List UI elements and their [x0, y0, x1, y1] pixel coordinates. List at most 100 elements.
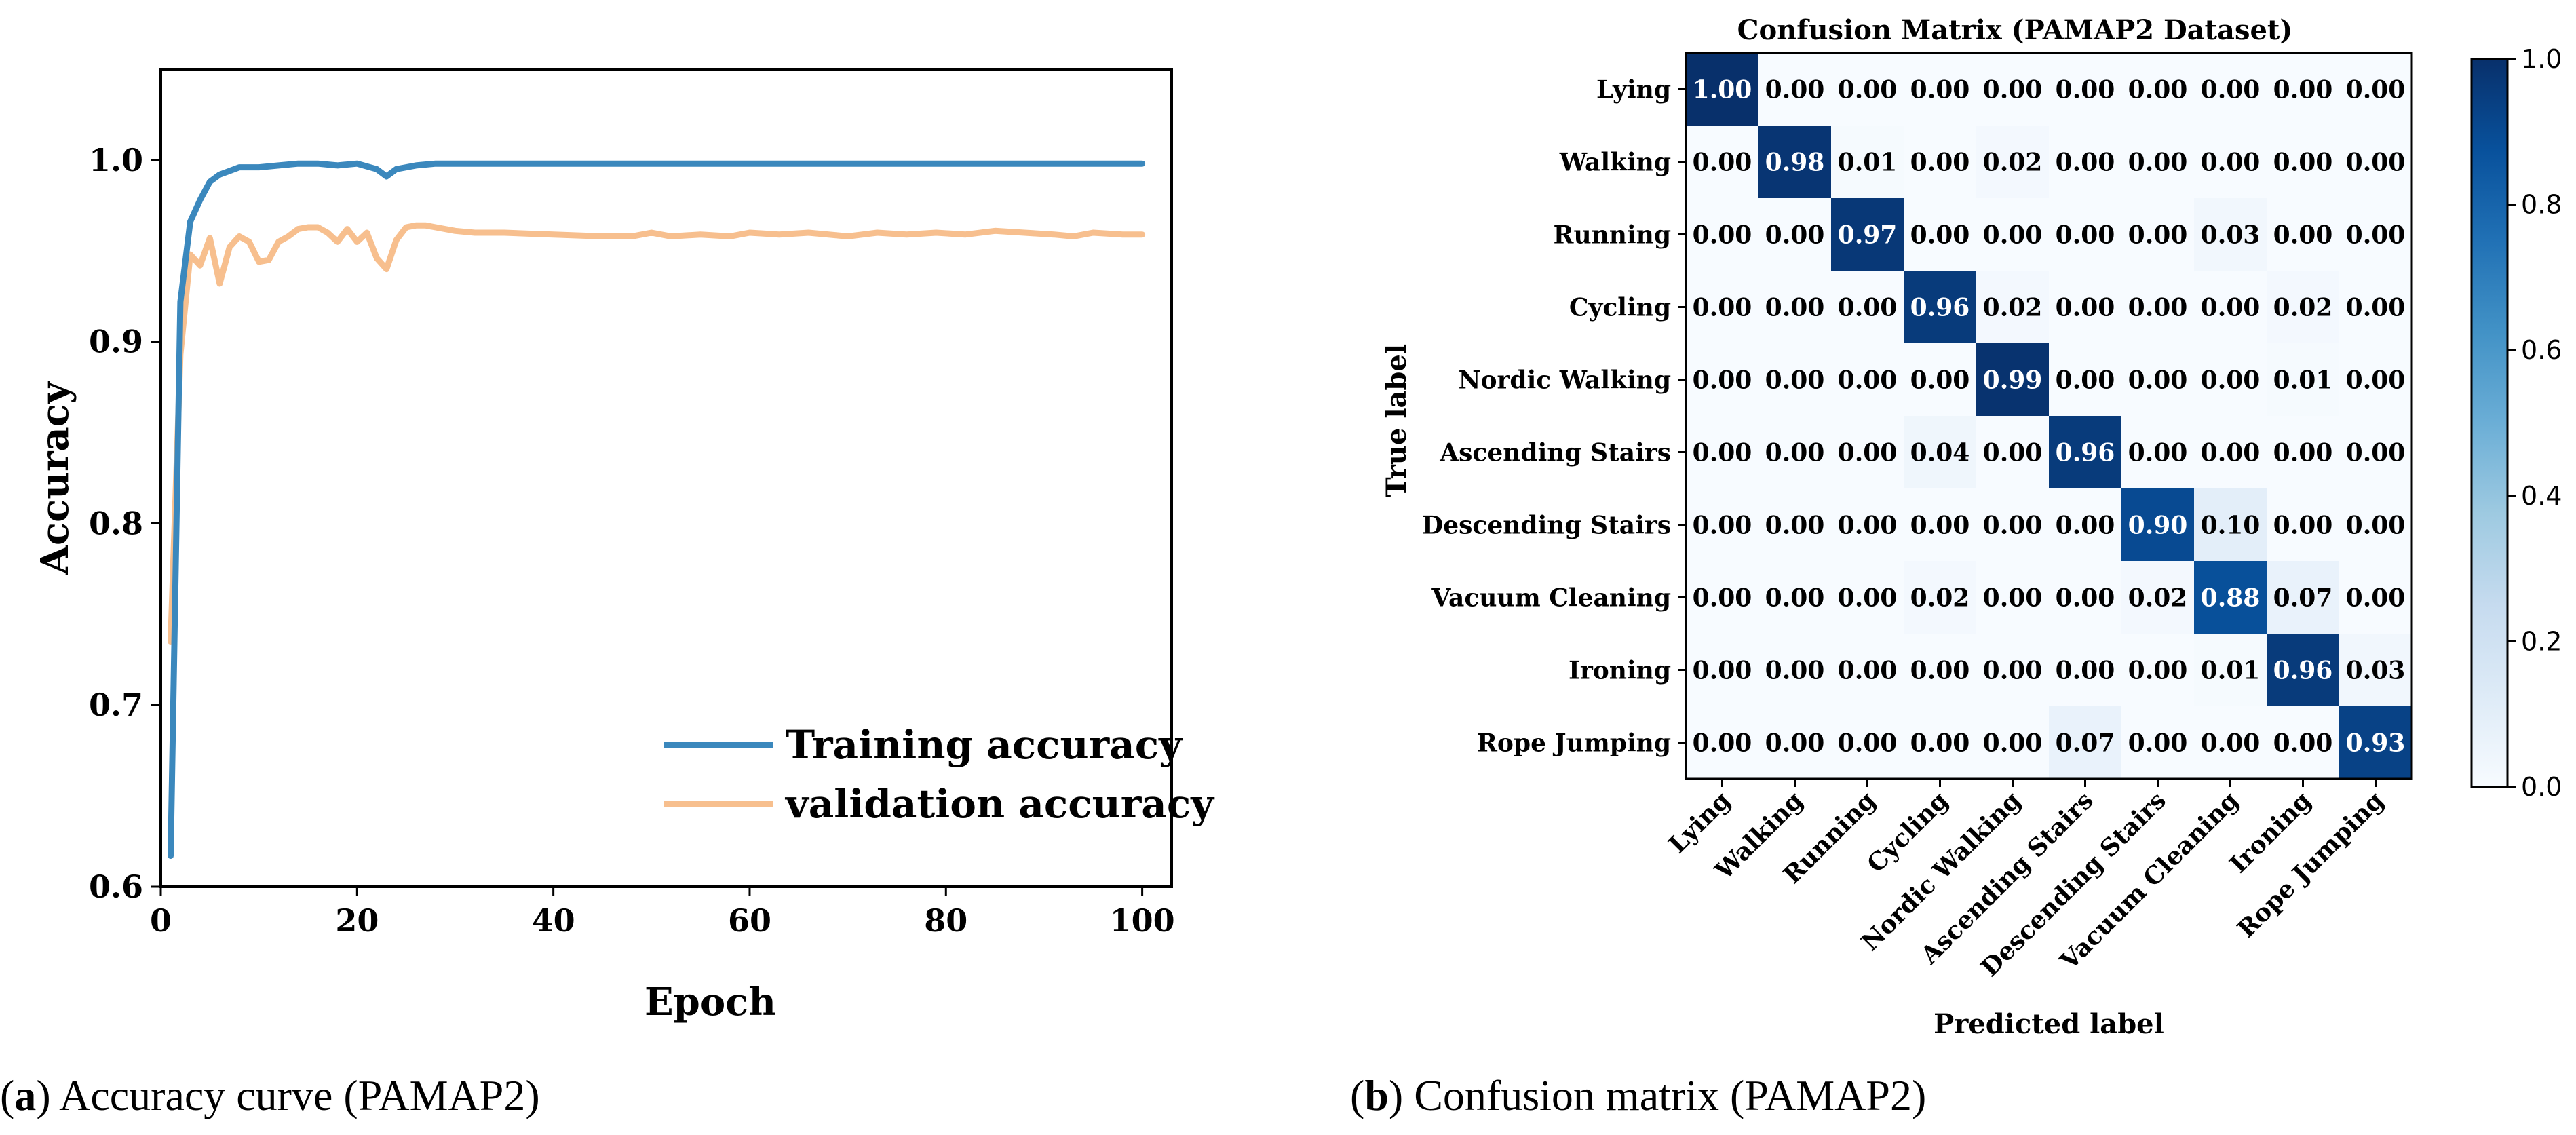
colorbar-tick-label: 0.2 — [2521, 626, 2562, 656]
cm-cell-value: 0.00 — [1838, 512, 1898, 540]
cm-cell-value: 0.00 — [2128, 439, 2188, 467]
cm-cell — [1976, 343, 2050, 417]
cm-cell — [1831, 271, 1904, 344]
cm-cell — [1686, 488, 1759, 562]
cm-cell-value: 0.07 — [2273, 584, 2333, 613]
cm-cell — [1976, 561, 2050, 634]
cm-cell — [2121, 561, 2195, 634]
cm-cell — [1686, 53, 1759, 126]
cm-cell-value: 0.00 — [1983, 221, 2043, 250]
cm-y-tick-label: Lying — [1596, 76, 1671, 104]
cm-cell — [1831, 126, 1904, 199]
cm-cell-value: 0.00 — [2056, 221, 2115, 250]
confusion-matrix-title: Confusion Matrix (PAMAP2 Dataset) — [1737, 14, 2293, 46]
cm-cell-value: 0.00 — [2346, 584, 2406, 613]
cm-cell-value: 0.04 — [1910, 439, 1970, 467]
colorbar-tick-label: 0.8 — [2521, 190, 2562, 220]
cm-cell-value: 0.03 — [2201, 221, 2261, 250]
cm-cell-value: 0.00 — [2201, 76, 2261, 104]
cm-cell — [1831, 198, 1904, 271]
cm-cell-value: 0.00 — [1693, 439, 1752, 467]
colorbar-tick-label: 0.4 — [2521, 481, 2562, 511]
cm-cell — [1758, 416, 1832, 489]
cm-cell-value: 0.00 — [1983, 512, 2043, 540]
cm-cell — [2339, 416, 2412, 489]
cm-cell-value: 0.02 — [1983, 149, 2043, 177]
cm-cell — [1904, 488, 1977, 562]
cm-cell-value: 0.00 — [1910, 149, 1970, 177]
cm-cell — [1976, 488, 2050, 562]
svg-text:(a) Accuracy curve (PAMAP2): (a) Accuracy curve (PAMAP2) — [0, 1071, 540, 1119]
cm-cell-value: 0.00 — [2346, 439, 2406, 467]
cm-cell-value: 0.98 — [1765, 149, 1825, 177]
y-tick-label: 0.8 — [89, 505, 143, 541]
cm-cell — [1758, 343, 1832, 417]
cm-cell — [1758, 126, 1832, 199]
cm-cell — [2194, 416, 2267, 489]
cm-cell — [1831, 706, 1904, 780]
cm-cell-value: 0.00 — [1693, 729, 1752, 758]
cm-cell-value: 0.00 — [1693, 657, 1752, 685]
cm-cell — [2339, 488, 2412, 562]
cm-cell — [1831, 488, 1904, 562]
cm-cell-value: 0.00 — [2346, 294, 2406, 322]
cm-cell — [2049, 126, 2122, 199]
cm-cell-value: 0.00 — [1983, 729, 2043, 758]
confusion-matrix-ylabel: True label — [1381, 344, 1412, 497]
x-tick-label: 100 — [1110, 902, 1175, 939]
cm-cell — [2267, 198, 2340, 271]
cm-cell — [2049, 53, 2122, 126]
cm-cell-value: 0.02 — [1910, 584, 1970, 613]
cm-cell — [1758, 488, 1832, 562]
cm-cell-value: 0.00 — [1838, 366, 1898, 395]
cm-cell — [1904, 271, 1977, 344]
caption-b-letter: b — [1364, 1071, 1389, 1119]
cm-cell-value: 0.00 — [1693, 221, 1752, 250]
cm-cell — [2049, 634, 2122, 707]
cm-cell-value: 0.00 — [1910, 657, 1970, 685]
cm-cell-value: 0.00 — [2128, 149, 2188, 177]
cm-cell-value: 0.00 — [1765, 657, 1825, 685]
cm-cell — [2194, 271, 2267, 344]
cm-cell — [2339, 126, 2412, 199]
cm-cell — [1758, 561, 1832, 634]
cm-cell-value: 0.00 — [2273, 512, 2333, 540]
cm-cell-value: 0.00 — [1765, 294, 1825, 322]
colorbar-tick-label: 0.0 — [2521, 772, 2562, 802]
cm-cell — [2339, 634, 2412, 707]
cm-cell-value: 0.00 — [2128, 729, 2188, 758]
cm-cell-value: 0.00 — [1910, 512, 1970, 540]
y-tick-label: 1.0 — [89, 142, 143, 178]
cm-cell — [1976, 53, 2050, 126]
svg-text:(b) Confusion matrix (PAMAP2): (b) Confusion matrix (PAMAP2) — [1350, 1071, 1926, 1119]
x-tick-label: 20 — [335, 902, 379, 939]
cm-cell-value: 0.01 — [2273, 366, 2333, 395]
cm-cell-value: 0.00 — [2346, 221, 2406, 250]
cm-cell — [2194, 198, 2267, 271]
cm-cell — [1758, 198, 1832, 271]
cm-cell — [1686, 561, 1759, 634]
cm-cell — [1758, 53, 1832, 126]
cm-cell-value: 0.00 — [2273, 439, 2333, 467]
cm-cell — [1686, 706, 1759, 780]
cm-cell-value: 0.00 — [1838, 294, 1898, 322]
cm-cell-value: 0.96 — [2273, 657, 2333, 685]
cm-cell-value: 0.00 — [2056, 294, 2115, 322]
cm-cell — [1976, 706, 2050, 780]
cm-y-tick-label: Ascending Stairs — [1439, 439, 1671, 467]
cm-cell — [2267, 416, 2340, 489]
cm-cell-value: 0.00 — [1910, 76, 1970, 104]
line-chart-frame — [159, 68, 1173, 888]
cm-cell — [1686, 416, 1759, 489]
cm-cell — [2194, 634, 2267, 707]
cm-cell-value: 0.00 — [2346, 366, 2406, 395]
cm-cell — [1686, 343, 1759, 417]
cm-cell-value: 0.00 — [2201, 366, 2261, 395]
validation-accuracy-line — [168, 222, 1146, 645]
cm-cell-value: 0.00 — [2128, 294, 2188, 322]
cm-cell — [2121, 198, 2195, 271]
cm-cell-value: 0.10 — [2201, 512, 2261, 540]
cm-cell-value: 0.96 — [2056, 439, 2115, 467]
cm-cell — [1758, 271, 1832, 344]
